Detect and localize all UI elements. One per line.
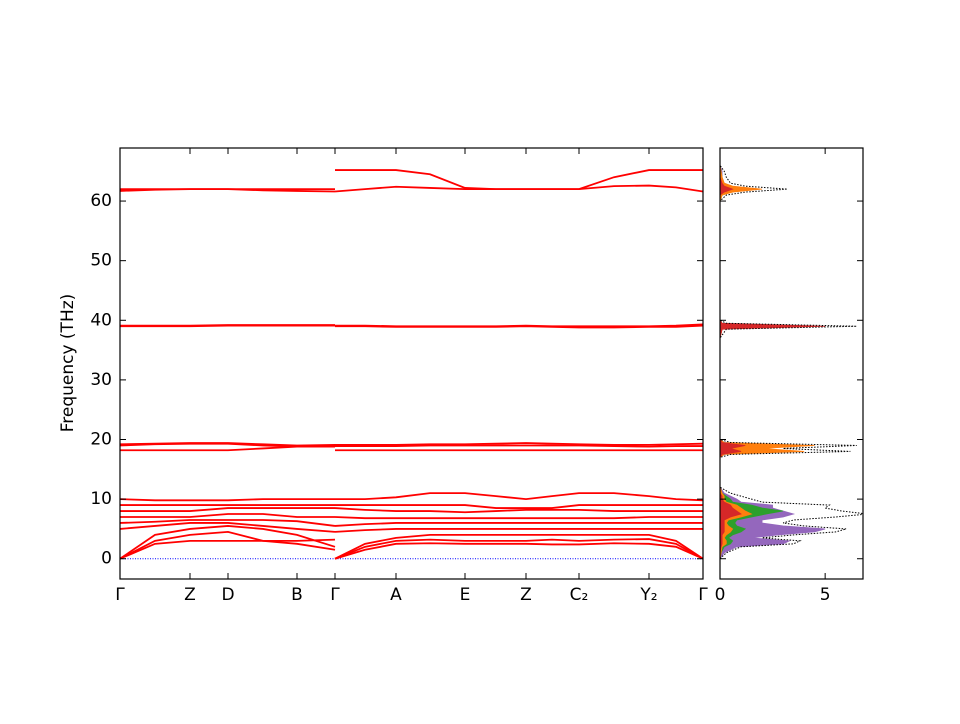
y-tick-label: 10: [90, 489, 112, 509]
dos-line: [720, 165, 863, 560]
x-tick-label: 0: [715, 585, 726, 605]
x-tick-label: D: [221, 585, 234, 605]
x-tick-label: A: [390, 585, 402, 605]
dos-area: [720, 165, 826, 559]
dos-area: [720, 165, 826, 559]
band-line: [120, 445, 703, 452]
band-line: [120, 507, 703, 514]
band-line: [120, 531, 703, 560]
x-tick-label: 5: [820, 585, 831, 605]
band-line: [120, 525, 703, 560]
x-tick-label: C₂: [570, 585, 589, 605]
band-line: [120, 504, 703, 509]
band-line: [120, 492, 703, 502]
y-tick-label: 20: [90, 430, 112, 450]
x-tick-label: Γ: [330, 585, 340, 605]
x-tick-label: Γ: [698, 585, 708, 605]
band-line: [120, 538, 703, 560]
x-tick-label: E: [460, 585, 471, 605]
x-tick-label: B: [291, 585, 303, 605]
y-axis-label: Frequency (THz): [58, 294, 78, 433]
band-line: [120, 169, 703, 191]
x-tick-label: Y₂: [639, 585, 657, 605]
y-tick-label: 60: [90, 191, 112, 211]
axes-frame: [119, 147, 704, 580]
y-tick-label: 40: [90, 310, 112, 330]
y-tick-label: 50: [90, 251, 112, 271]
band-line: [120, 323, 703, 328]
band-line: [120, 519, 703, 527]
band-line: [120, 442, 703, 447]
y-tick-label: 30: [90, 370, 112, 390]
dos-area: [720, 165, 815, 559]
x-tick-label: Z: [184, 585, 196, 605]
dos-area: [720, 165, 784, 559]
band-line: [120, 522, 703, 533]
band-line: [120, 513, 703, 520]
y-tick-label: 0: [101, 549, 112, 569]
axes-frame: [719, 147, 864, 580]
x-tick-label: Γ: [115, 585, 125, 605]
x-tick-label: Z: [520, 585, 532, 605]
